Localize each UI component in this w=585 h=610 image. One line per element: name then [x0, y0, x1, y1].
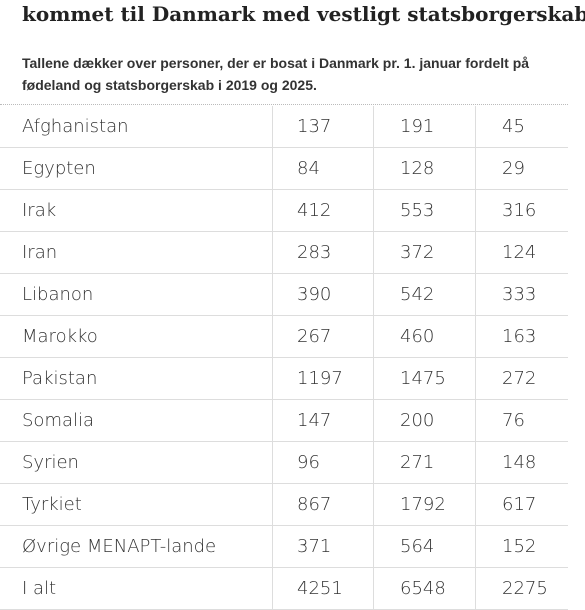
- separator: [0, 104, 568, 105]
- number-cell: 272: [475, 357, 568, 400]
- number-cell: 152: [475, 525, 568, 568]
- number-cell: 1197: [272, 357, 374, 400]
- number-cell: 137: [272, 106, 374, 148]
- number-cell: 460: [373, 315, 476, 358]
- number-cell: 542: [373, 273, 476, 316]
- number-cell: 200: [373, 399, 476, 442]
- country-cell: Marokko: [0, 315, 273, 358]
- number-cell: 867: [272, 483, 374, 526]
- table-row: Pakistan 1197 1475 272: [0, 357, 568, 400]
- number-cell: 316: [475, 189, 568, 232]
- table-row: Syrien 96 271 148: [0, 441, 568, 484]
- number-cell: 372: [373, 231, 476, 274]
- country-cell: Somalia: [0, 399, 273, 442]
- number-cell: 1792: [373, 483, 476, 526]
- country-cell: Iran: [0, 231, 273, 274]
- title: kommet til Danmark med vestligt statsbor…: [22, 2, 585, 26]
- number-cell: 4251: [272, 567, 374, 610]
- number-cell: 271: [373, 441, 476, 484]
- number-cell: 147: [272, 399, 374, 442]
- number-cell: 163: [475, 315, 568, 358]
- number-cell: 148: [475, 441, 568, 484]
- table-row: I alt 4251 6548 2275: [0, 567, 568, 610]
- number-cell: 128: [373, 147, 476, 190]
- number-cell: 2275: [475, 567, 568, 610]
- country-cell: I alt: [0, 567, 273, 610]
- number-cell: 371: [272, 525, 374, 568]
- number-cell: 29: [475, 147, 568, 190]
- number-cell: 191: [373, 106, 476, 148]
- number-cell: 564: [373, 525, 476, 568]
- table-row: Iran 283 372 124: [0, 231, 568, 274]
- number-cell: 553: [373, 189, 476, 232]
- number-cell: 84: [272, 147, 374, 190]
- country-cell: Egypten: [0, 147, 273, 190]
- country-cell: Tyrkiet: [0, 483, 273, 526]
- number-cell: 45: [475, 106, 568, 148]
- number-cell: 412: [272, 189, 374, 232]
- number-cell: 76: [475, 399, 568, 442]
- number-cell: 6548: [373, 567, 476, 610]
- country-cell: Pakistan: [0, 357, 273, 400]
- number-cell: 283: [272, 231, 374, 274]
- table-row: Afghanistan 137 191 45: [0, 106, 568, 148]
- table-row: Somalia 147 200 76: [0, 399, 568, 442]
- number-cell: 333: [475, 273, 568, 316]
- country-cell: Afghanistan: [0, 106, 273, 148]
- number-cell: 96: [272, 441, 374, 484]
- table-row: Tyrkiet 867 1792 617: [0, 483, 568, 526]
- number-cell: 124: [475, 231, 568, 274]
- country-cell: Syrien: [0, 441, 273, 484]
- table-row: Irak 412 553 316: [0, 189, 568, 232]
- table-row: Marokko 267 460 163: [0, 315, 568, 358]
- country-cell: Libanon: [0, 273, 273, 316]
- country-cell: Irak: [0, 189, 273, 232]
- data-table: Afghanistan 137 191 45 Egypten 84 128 29 Irak 412…: [0, 106, 568, 610]
- table-row: Libanon 390 542 333: [0, 273, 568, 316]
- number-cell: 267: [272, 315, 374, 358]
- table-row: Egypten 84 128 29: [0, 147, 568, 190]
- table-row: Øvrige MENAPT-lande 371 564 152: [0, 525, 568, 568]
- country-cell: Øvrige MENAPT-lande: [0, 525, 273, 568]
- subtitle: Tallene dækker over personer, der er bos…: [22, 55, 530, 93]
- number-cell: 390: [272, 273, 374, 316]
- number-cell: 1475: [373, 357, 476, 400]
- number-cell: 617: [475, 483, 568, 526]
